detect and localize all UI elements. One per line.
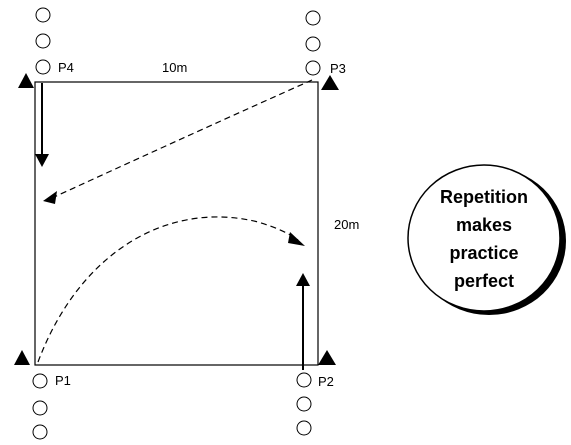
bubble-line-3: practice — [449, 243, 518, 263]
players-top-right — [305, 10, 321, 76]
point-label-p4: P4 — [58, 60, 74, 75]
arrowhead-icon — [43, 191, 57, 204]
circle-icon — [32, 400, 48, 416]
point-label-p1: P1 — [55, 373, 71, 388]
circle-icon — [35, 33, 51, 49]
point-label-p3: P3 — [330, 61, 346, 76]
bubble-line-2: makes — [456, 215, 512, 235]
circle-icon — [35, 59, 51, 75]
circle-icon — [305, 60, 321, 76]
circle-icon — [296, 372, 312, 388]
field-length-label: 20m — [334, 217, 359, 232]
field-width-label: 10m — [162, 60, 187, 75]
arrowhead-icon — [296, 273, 310, 286]
triangle-cone-icon — [14, 350, 30, 365]
circle-icon — [35, 7, 51, 23]
arrowhead-icon — [288, 232, 305, 246]
bubble-line-4: perfect — [454, 271, 514, 291]
motivation-bubble: Repetition makes practice perfect — [407, 164, 566, 315]
bubble-shape — [407, 164, 561, 312]
arrowhead-icon — [35, 154, 49, 167]
triangle-cone-icon — [18, 73, 34, 88]
pass-line-p3-to-left — [51, 79, 313, 199]
practice-field — [34, 81, 319, 366]
circle-icon — [305, 10, 321, 26]
circle-icon — [305, 36, 321, 52]
triangle-cone-icon — [318, 350, 336, 365]
players-bottom-right — [296, 372, 312, 436]
circle-icon — [296, 396, 312, 412]
circle-icon — [296, 420, 312, 436]
point-label-p2: P2 — [318, 374, 334, 389]
bubble-line-1: Repetition — [440, 187, 528, 207]
triangle-cone-icon — [321, 75, 339, 90]
pass-line-p1-to-right — [37, 216, 299, 363]
circle-icon — [32, 373, 48, 389]
circle-icon — [32, 424, 48, 440]
players-top-left — [35, 7, 51, 75]
players-bottom-left — [32, 373, 48, 440]
